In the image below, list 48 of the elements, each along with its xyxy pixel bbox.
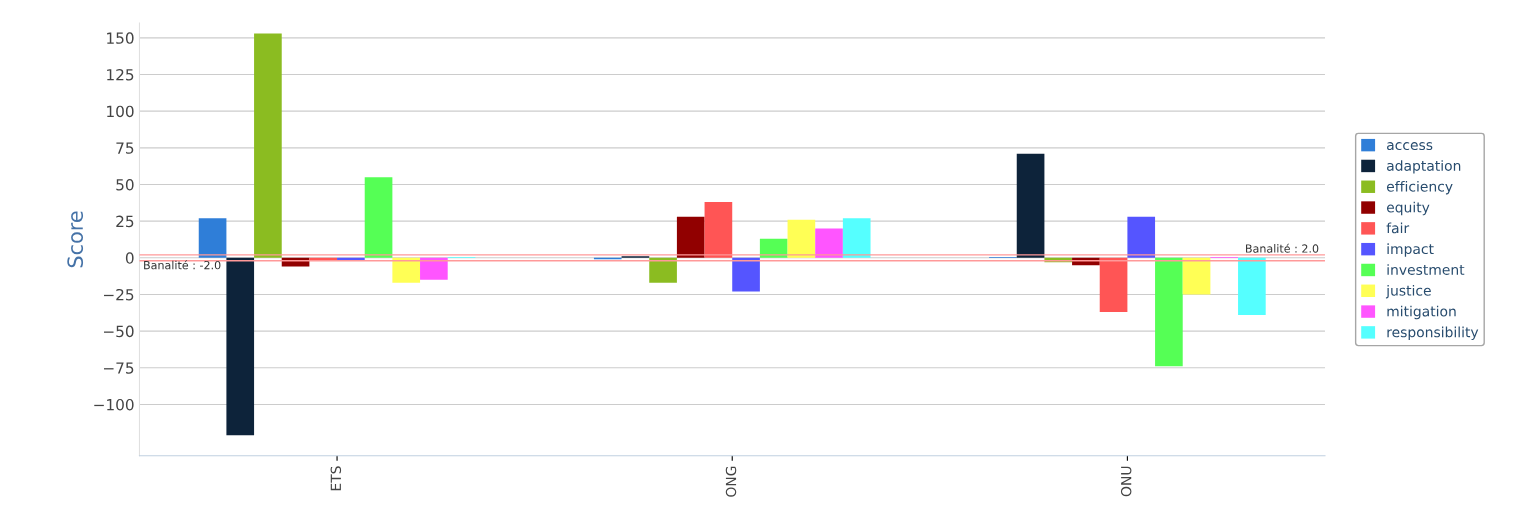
y-tick-label: 75: [116, 142, 134, 154]
legend-label: access: [1387, 142, 1433, 151]
y-tick-label: −50: [103, 325, 134, 338]
bar: [815, 228, 843, 258]
y-tick-label: −25: [103, 288, 134, 301]
bar: [732, 257, 760, 292]
x-tick-label: ONU: [1120, 466, 1132, 497]
x-tick-label: ONG: [725, 466, 737, 497]
bar: [1155, 257, 1183, 367]
bar: [226, 257, 255, 436]
legend-label: impact: [1387, 243, 1434, 257]
y-tick-label: 0: [125, 252, 134, 264]
y-tick-label: −75: [103, 362, 134, 374]
y-tick-label: −100: [94, 398, 134, 411]
y-tick-label: 100: [107, 105, 134, 118]
bar: [759, 238, 788, 258]
bar: [1182, 257, 1211, 295]
bar: [1238, 257, 1266, 315]
bar: [254, 33, 282, 258]
y-axis-title: Score: [67, 211, 84, 268]
legend-label: adaptation: [1387, 160, 1461, 174]
bar: [1099, 257, 1128, 313]
y-tick-label: 50: [116, 178, 134, 191]
bar: [842, 218, 871, 258]
bar: [787, 219, 816, 258]
bar: [337, 257, 365, 261]
y-tick-label: 150: [107, 32, 134, 44]
bar: [392, 257, 421, 283]
bar: [198, 218, 227, 258]
legend-label: equity: [1386, 201, 1430, 216]
bar: [676, 216, 705, 258]
legend-label: fair: [1386, 222, 1410, 234]
legend-label: efficiency: [1386, 180, 1453, 195]
legend-label: responsibility: [1387, 326, 1479, 341]
ref-line-label: Banalité : 2.0: [1246, 243, 1319, 253]
legend-label: mitigation: [1387, 305, 1456, 320]
ref-line-label: Banalité : -2.0: [144, 260, 221, 270]
bar: [1127, 216, 1156, 258]
bar: [1016, 153, 1045, 258]
legend-label: investment: [1387, 264, 1465, 275]
bar: [420, 257, 448, 280]
y-tick-label: 125: [107, 68, 134, 81]
bar: [649, 257, 677, 283]
bar: [704, 202, 733, 258]
y-tick-label: 25: [116, 215, 134, 228]
bar: [364, 177, 393, 258]
legend-label: justice: [1385, 284, 1431, 299]
x-tick-label: ETS: [330, 466, 342, 491]
